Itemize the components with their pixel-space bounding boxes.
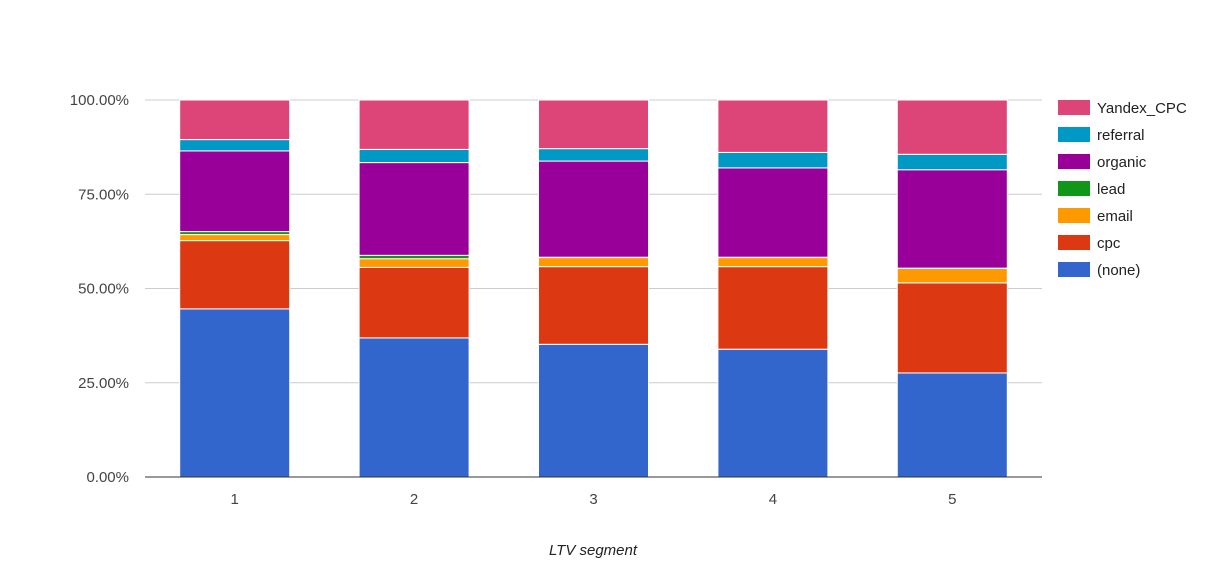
x-axis-title: LTV segment [549,542,638,559]
x-tick-label: 3 [589,491,597,508]
bar-segment[interactable] [179,308,291,478]
bar-segment[interactable] [896,372,1008,478]
bar-segment[interactable] [358,99,470,150]
bar-segment[interactable] [717,348,829,478]
legend-swatch [1058,181,1090,196]
bar-segment[interactable] [358,254,470,260]
legend-swatch [1058,154,1090,169]
bar-segment[interactable] [179,99,291,141]
bar-segment[interactable] [538,148,649,162]
legend-label: cpc [1097,235,1121,252]
legend-swatch [1058,235,1090,250]
bar-segment[interactable] [896,169,1008,269]
legend-label: lead [1097,181,1125,198]
legend-swatch [1058,127,1090,142]
y-tick-label: 50.00% [78,281,129,298]
x-tick-label: 1 [231,491,239,508]
x-tick-label: 4 [769,491,777,508]
y-tick-label: 0.00% [86,469,129,486]
legend-label: email [1097,208,1133,225]
axes: 0.00% 25.00% 50.00% 75.00% 100.00% 1 2 3 4 5 [70,92,1042,508]
legend-swatch [1058,208,1090,223]
bar-segment[interactable] [358,148,470,164]
x-tick-label: 2 [410,491,418,508]
legend-label: referral [1097,127,1145,144]
bar-segment[interactable] [896,268,1008,284]
legend-label: (none) [1097,262,1140,279]
bar-segment[interactable] [538,99,649,150]
bar-segment[interactable] [179,150,291,233]
y-tick-label: 75.00% [78,186,129,203]
bar-segment[interactable] [538,257,649,268]
legend-label: Yandex_CPC [1097,100,1187,117]
bar-segment[interactable] [179,240,291,310]
bar-segment[interactable] [717,266,829,350]
bar-segment[interactable] [538,343,649,478]
bars [179,99,1008,478]
bar-segment[interactable] [717,167,829,258]
legend-swatch [1058,100,1090,115]
legend: Yandex_CPC referral organic lead email cpc (no… [1058,100,1187,279]
bar-segment[interactable] [896,282,1008,374]
bar-segment[interactable] [179,234,291,242]
bar-segment[interactable] [717,99,829,153]
bar-segment[interactable] [717,151,829,169]
bar-segment[interactable] [358,258,470,268]
bar-segment[interactable] [179,139,291,152]
x-tick-label: 5 [948,491,956,508]
legend-label: organic [1097,154,1147,171]
bar-segment[interactable] [717,257,829,268]
legend-swatch [1058,262,1090,277]
bar-segment[interactable] [358,266,470,339]
bar-segment[interactable] [538,266,649,345]
y-tick-label: 25.00% [78,375,129,392]
bar-segment[interactable] [538,160,649,258]
bar-segment[interactable] [896,153,1008,171]
bar-segment[interactable] [896,99,1008,155]
bar-segment[interactable] [358,162,470,256]
y-tick-label: 100.00% [70,92,129,109]
bar-segment[interactable] [358,337,470,478]
